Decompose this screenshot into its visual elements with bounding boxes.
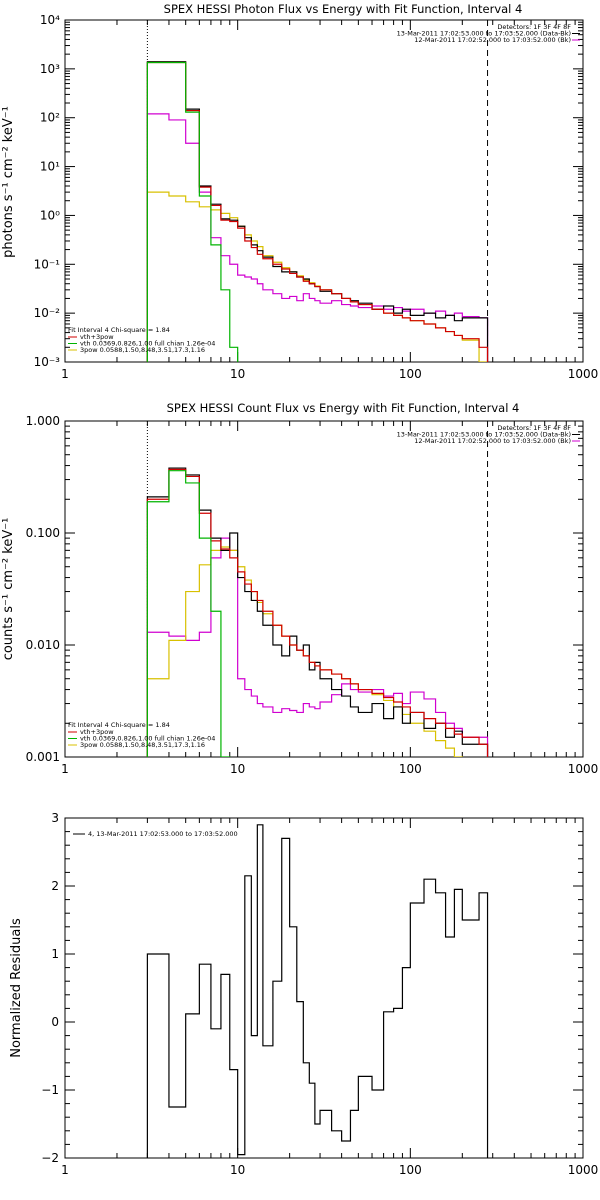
x-tick-label: 10	[230, 1163, 245, 1177]
series-vth-3pow	[146, 468, 489, 757]
series-group	[146, 61, 489, 362]
plot-frame	[64, 19, 584, 363]
y-tick-label: 1.000	[26, 414, 60, 428]
y-tick-label: 0	[51, 1015, 59, 1029]
y-tick-label: 0.001	[26, 750, 60, 764]
legend-left-entry: 4, 13-Mar-2011 17:02:53.000 to 17:03:52.…	[88, 830, 238, 838]
x-tick-label: 1000	[568, 367, 599, 381]
x-tick-label: 1	[61, 367, 69, 381]
y-tick-label: 10⁻³	[34, 355, 61, 369]
x-tick-label: 1	[61, 1163, 69, 1177]
legend-left-header: Fit Interval 4 Chi-square = 1.84	[68, 326, 170, 334]
series-bk	[146, 537, 489, 757]
y-tick-label: 3	[51, 811, 59, 825]
series-data-bk	[146, 61, 489, 362]
y-tick-label: −2	[41, 1151, 59, 1165]
x-tick-label: 10	[230, 762, 245, 776]
series-data-bk	[146, 467, 489, 757]
photon-flux-panel: SPEX HESSI Photon Flux vs Energy with Fi…	[1, 2, 599, 381]
y-tick-label: 2	[51, 879, 59, 893]
photon-panel-title: SPEX HESSI Photon Flux vs Energy with Fi…	[164, 2, 523, 16]
count-panel-ylabel: counts s⁻¹ cm⁻² keV⁻¹	[1, 518, 16, 661]
legend-left-entry: vth 0.0369,0.826,1.00 full chian 1.26e-0…	[80, 735, 215, 743]
x-tick-label: 100	[399, 367, 422, 381]
legend-left-entry: vth 0.0369,0.826,1.00 full chian 1.26e-0…	[80, 340, 215, 348]
x-tick-label: 1	[61, 762, 69, 776]
series-residuals	[146, 824, 489, 1158]
legend-left-header: Fit Interval 4 Chi-square = 1.84	[68, 721, 170, 729]
y-tick-label: 10³	[40, 62, 60, 76]
series-vth-3pow	[146, 61, 489, 362]
legend-right-entry: Detectors: 1F 3F 4F 8F	[497, 23, 571, 31]
residuals-panel-ylabel: Normalized Residuals	[9, 918, 24, 1058]
x-tick-label: 100	[399, 762, 422, 776]
legend-left-entry: 3pow 0.0588,1.50,8.48,3.51,17.3,1.16	[80, 346, 205, 354]
series-group	[146, 824, 489, 1158]
y-tick-label: 1	[51, 947, 59, 961]
count-flux-panel: SPEX HESSI Count Flux vs Energy with Fit…	[1, 401, 599, 776]
legend-right-entry: 13-Mar-2011 17:02:53.000 to 17:03:52.000…	[397, 30, 571, 38]
y-tick-label: 0.010	[26, 638, 60, 652]
y-tick-label: 10¹	[40, 160, 60, 174]
legend-left-entry: vth+3pow	[80, 333, 114, 341]
photon-panel-ylabel: photons s⁻¹ cm⁻² keV⁻¹	[1, 106, 16, 258]
x-tick-label: 100	[399, 1163, 422, 1177]
y-tick-label: 0.100	[26, 526, 60, 540]
plot-frame	[64, 817, 584, 1159]
series-vth	[146, 470, 231, 757]
residuals-panel: Normalized Residuals 1 10 100 1000 −2 −1 0 1 2 3 4…	[9, 811, 598, 1177]
series-group	[146, 467, 489, 757]
y-tick-label: 10⁰	[40, 208, 60, 222]
legend-right-entry: Detectors: 1F 3F 4F 8F	[497, 424, 571, 432]
x-tick-label: 10	[230, 367, 245, 381]
legend-right-entry: 12-Mar-2011 17:02:52.000 to 17:03:52.000…	[414, 36, 571, 44]
plot-frame	[64, 420, 584, 758]
series-vth	[146, 61, 239, 362]
legend-right-entry: 12-Mar-2011 17:02:52.000 to 17:03:52.000…	[414, 437, 571, 445]
y-tick-label: 10⁻²	[34, 306, 61, 320]
legend-left-entry: vth+3pow	[80, 728, 114, 736]
y-tick-label: −1	[41, 1083, 59, 1097]
count-panel-title: SPEX HESSI Count Flux vs Energy with Fit…	[167, 401, 520, 415]
legend-right-entry: 13-Mar-2011 17:02:53.000 to 17:03:52.000…	[397, 431, 571, 439]
y-tick-label: 10²	[40, 111, 60, 125]
x-tick-label: 1000	[568, 762, 599, 776]
y-tick-label: 10⁴	[40, 13, 60, 27]
x-tick-label: 1000	[568, 1163, 599, 1177]
legend-left-entry: 3pow 0.0588,1.50,8.48,3.51,17.3,1.16	[80, 741, 205, 749]
y-tick-label: 10⁻¹	[34, 257, 61, 271]
